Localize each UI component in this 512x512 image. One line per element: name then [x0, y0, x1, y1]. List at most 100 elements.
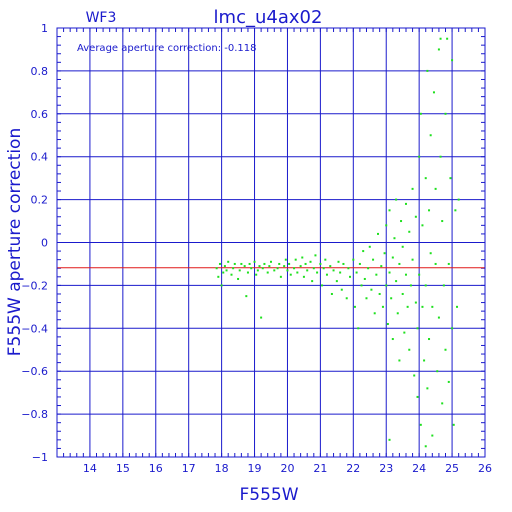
x-tick-label: 26	[478, 462, 492, 475]
data-point	[398, 262, 401, 265]
data-point	[245, 295, 248, 298]
grid-lines	[56, 27, 486, 458]
data-point	[222, 271, 225, 274]
data-point	[416, 395, 419, 398]
data-point	[419, 112, 422, 115]
data-point	[279, 275, 282, 278]
data-point	[233, 262, 236, 265]
data-point	[278, 262, 281, 265]
y-tick-label: 0.6	[31, 108, 49, 121]
x-tick-label: 20	[280, 462, 294, 475]
data-point	[268, 265, 271, 268]
data-point	[340, 288, 343, 291]
x-tick-labels: 14 15 16 17 18 19 20 21 22 23 24 25 26	[83, 462, 492, 475]
x-tick-label: 23	[379, 462, 393, 475]
data-point	[248, 262, 251, 265]
data-point	[372, 258, 375, 261]
data-point	[240, 262, 243, 265]
data-point	[386, 323, 389, 326]
data-point	[276, 267, 279, 270]
data-point	[322, 267, 325, 270]
data-point	[393, 237, 396, 240]
data-point	[363, 277, 366, 280]
data-points	[215, 37, 460, 448]
y-tick-label: 0	[41, 237, 48, 250]
data-point	[294, 258, 297, 261]
data-point	[388, 271, 391, 274]
data-point	[220, 284, 223, 287]
data-point	[451, 59, 454, 62]
data-point	[439, 37, 442, 40]
data-point	[421, 224, 424, 227]
data-point	[266, 271, 269, 274]
data-point	[368, 245, 371, 248]
data-point	[391, 338, 394, 341]
data-point	[306, 269, 309, 272]
data-point	[218, 262, 221, 265]
data-point	[408, 348, 411, 351]
data-point	[325, 273, 328, 276]
data-point	[451, 327, 454, 330]
data-point	[302, 275, 305, 278]
average-annotation: Average aperture correction: -0.118	[77, 43, 257, 54]
data-point	[337, 260, 340, 263]
data-point	[419, 423, 422, 426]
data-point	[385, 224, 388, 227]
data-point	[398, 359, 401, 362]
data-point	[395, 198, 398, 201]
data-point	[301, 256, 304, 259]
data-point	[284, 258, 287, 261]
x-tick-label: 17	[182, 462, 196, 475]
data-point	[309, 260, 312, 263]
y-tick-label: 0.8	[31, 65, 49, 78]
data-point	[345, 297, 348, 300]
data-point	[418, 273, 421, 276]
data-point	[401, 245, 404, 248]
data-point	[414, 301, 417, 304]
data-point	[365, 297, 368, 300]
data-point	[316, 271, 319, 274]
data-point	[429, 252, 432, 255]
data-point	[329, 265, 332, 268]
data-point	[408, 230, 411, 233]
data-point	[253, 260, 256, 263]
y-tick-label: −0.8	[21, 408, 48, 421]
corner-label: WF3	[86, 10, 117, 26]
data-point	[314, 254, 317, 257]
data-point	[383, 252, 386, 255]
data-point	[232, 267, 235, 270]
data-point	[418, 155, 421, 158]
data-point	[431, 434, 434, 437]
data-point	[362, 250, 365, 253]
data-point	[437, 48, 440, 51]
data-point	[439, 155, 442, 158]
data-point	[304, 262, 307, 265]
data-point	[349, 275, 352, 278]
data-point	[215, 267, 218, 270]
data-point	[260, 316, 263, 319]
data-point	[273, 269, 276, 272]
data-point	[428, 209, 431, 212]
data-point	[452, 423, 455, 426]
data-point	[370, 288, 373, 291]
data-point	[330, 292, 333, 295]
x-tick-label: 22	[346, 462, 360, 475]
data-point	[321, 284, 324, 287]
data-point	[396, 312, 399, 315]
data-point	[299, 265, 302, 268]
data-point	[227, 260, 230, 263]
data-point	[456, 305, 459, 308]
data-point	[256, 269, 259, 272]
data-point	[416, 327, 419, 330]
x-tick-label: 16	[149, 462, 163, 475]
data-point	[447, 380, 450, 383]
data-point	[390, 297, 393, 300]
y-tick-label: −0.6	[21, 365, 48, 378]
data-point	[378, 292, 381, 295]
data-point	[289, 273, 292, 276]
data-point	[404, 202, 407, 205]
data-point	[353, 305, 356, 308]
data-point	[319, 262, 322, 265]
data-point	[421, 305, 424, 308]
